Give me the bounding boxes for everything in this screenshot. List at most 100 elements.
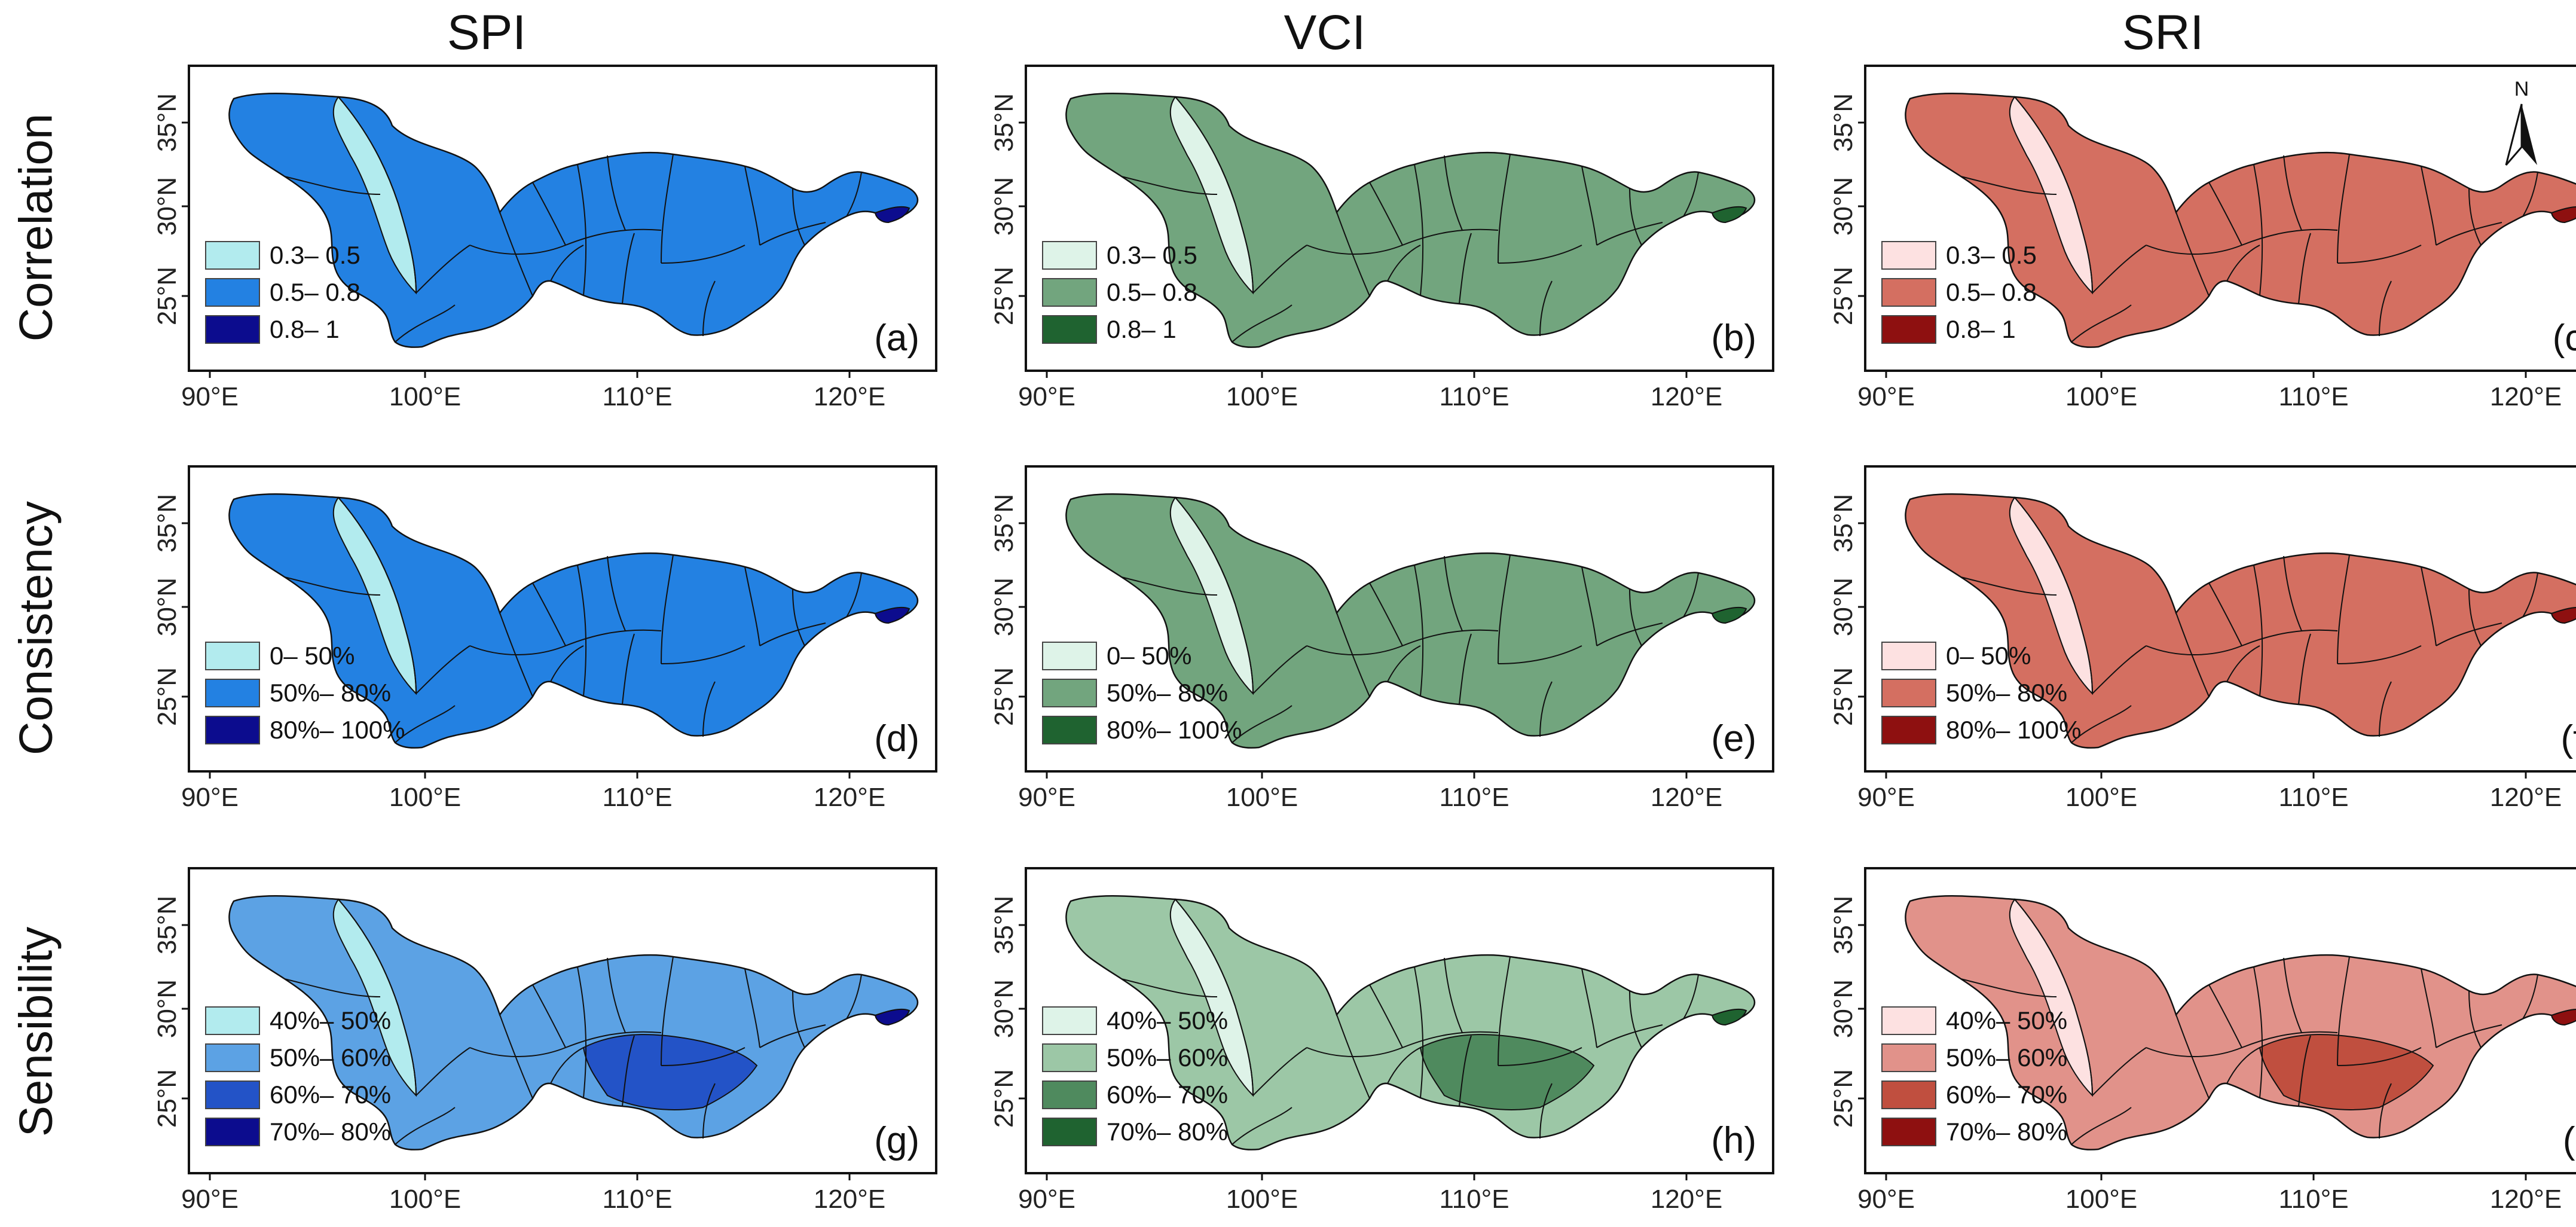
- panel-letter: (d): [874, 718, 919, 759]
- subbasin-boundary: [2468, 990, 2482, 1048]
- longitude-tick-label: 100°E: [2065, 1185, 2137, 1214]
- map-panel-b: 35°N 30°N 25°N 90°E 100°E 110°E 120°E 0.3– 0.5 0…: [960, 65, 1779, 425]
- subbasin-boundary: [2421, 166, 2437, 246]
- legend-label: 0.3– 0.5: [1946, 241, 2037, 269]
- subbasin-boundary: [792, 588, 805, 646]
- longitude-tick-label: 110°E: [602, 1185, 672, 1214]
- legend-swatch: [1881, 1118, 1936, 1146]
- subbasin-boundary: [532, 582, 566, 646]
- map-svg: 35°N 30°N 25°N 90°E 100°E 110°E 120°E 0.3– 0.5 0…: [152, 65, 937, 411]
- subbasin-boundary: [532, 182, 566, 246]
- subbasin-boundary: [2283, 957, 2302, 1033]
- latitude-tick-label: 35°N: [1829, 93, 1858, 152]
- subbasin-boundary: [846, 572, 862, 618]
- latitude-tick-label: 35°N: [152, 494, 182, 553]
- subbasin-boundary: [2379, 1083, 2392, 1139]
- subbasin-boundary: [1498, 245, 1582, 264]
- legend-label: 40%– 50%: [1946, 1006, 2067, 1034]
- subbasin-boundary: [702, 681, 716, 737]
- subbasin-boundary: [661, 245, 745, 264]
- legend-swatch: [205, 1118, 260, 1146]
- longitude-tick-label: 120°E: [2490, 1185, 2562, 1214]
- basin-region: [1905, 493, 2576, 749]
- map-panel-d: 35°N 30°N 25°N 90°E 100°E 110°E 120°E 0– 50% 50%…: [123, 465, 942, 825]
- longitude-tick-label: 90°E: [181, 1185, 239, 1214]
- legend-label: 50%– 60%: [1946, 1043, 2067, 1072]
- longitude-tick-label: 100°E: [1226, 1185, 1298, 1214]
- basin-region: [228, 493, 919, 749]
- latitude-tick-label: 30°N: [1829, 177, 1858, 236]
- subbasin-boundary: [2522, 572, 2538, 618]
- subbasin-boundary: [2379, 280, 2392, 337]
- column-title-sri: SRI: [2122, 5, 2204, 60]
- subbasin-boundary: [1369, 984, 1403, 1048]
- subbasin-boundary: [2014, 899, 2093, 1096]
- subbasin-boundary: [499, 612, 533, 697]
- subbasin-boundary: [2522, 172, 2538, 217]
- legend-label: 50%– 60%: [270, 1043, 391, 1072]
- subbasin-boundary: [744, 968, 760, 1048]
- latitude-tick-label: 35°N: [989, 494, 1019, 553]
- legend-label: 0.8– 1: [270, 315, 340, 343]
- legend-swatch: [1042, 1081, 1097, 1109]
- latitude-tick-label: 25°N: [152, 667, 182, 726]
- subbasin-boundary: [2337, 956, 2350, 1066]
- legend-swatch: [1042, 278, 1097, 307]
- subbasin-boundary: [2468, 588, 2482, 646]
- map-content: 35°N 30°N 25°N 90°E 100°E 110°E 120°E 0– 50% 50%…: [1829, 465, 2576, 812]
- subbasin-boundary: [284, 978, 381, 997]
- latitude-tick-label: 35°N: [989, 896, 1019, 954]
- subbasin-boundary: [759, 222, 826, 246]
- legend-label: 40%– 50%: [1107, 1006, 1228, 1034]
- subbasin-boundary: [2337, 1047, 2422, 1066]
- latitude-tick-label: 30°N: [152, 578, 182, 636]
- longitude-tick-label: 110°E: [2278, 382, 2348, 411]
- subbasin-boundary: [1498, 554, 1511, 664]
- subbasin-boundary: [1498, 645, 1582, 664]
- north-arrow-icon: [2522, 104, 2537, 165]
- column-title-vci: VCI: [1284, 5, 1366, 60]
- map-svg: 35°N 30°N 25°N 90°E 100°E 110°E 120°E 0– 50% 50%…: [152, 465, 937, 812]
- basin-region: [1905, 93, 2576, 348]
- subbasin-boundary: [1252, 245, 1307, 294]
- subbasin-boundary: [499, 1014, 533, 1099]
- longitude-tick-label: 120°E: [2490, 783, 2562, 812]
- legend-swatch: [205, 642, 260, 670]
- subbasin-boundary: [1121, 978, 1218, 997]
- map-svg: 35°N 30°N 25°N 90°E 100°E 110°E 120°E 40%– 50% 5…: [1829, 867, 2576, 1214]
- longitude-tick-label: 120°E: [814, 1185, 885, 1214]
- subbasin-boundary: [744, 566, 760, 646]
- subbasin-boundary: [1539, 681, 1553, 737]
- legend-swatch: [1042, 1118, 1097, 1146]
- subbasin-boundary: [1252, 1047, 1307, 1096]
- legend-label: 70%– 80%: [270, 1118, 391, 1146]
- subbasin-boundary: [792, 188, 805, 246]
- subbasin-boundary: [1581, 566, 1597, 646]
- subbasin-boundary: [338, 497, 417, 694]
- legend-label: 0– 50%: [270, 642, 355, 670]
- subbasin-boundary: [661, 956, 674, 1066]
- subbasin-boundary: [1252, 645, 1307, 694]
- longitude-tick-label: 100°E: [1226, 783, 1298, 812]
- longitude-tick-label: 100°E: [389, 1185, 461, 1214]
- map-content: 35°N 30°N 25°N 90°E 100°E 110°E 120°E 0– 50% 50%…: [989, 465, 1774, 812]
- subbasin-boundary: [1960, 576, 2057, 596]
- north-arrow-label: N: [2514, 78, 2529, 100]
- subbasin-boundary: [1369, 582, 1403, 646]
- basin-subregion: [2550, 1009, 2576, 1026]
- subbasin-boundary: [1629, 990, 1642, 1048]
- subbasin-boundary: [2226, 645, 2260, 682]
- subbasin-boundary: [792, 990, 805, 1048]
- subbasin-boundary: [550, 245, 584, 282]
- latitude-tick-label: 25°N: [989, 667, 1019, 726]
- basin-subregion: [874, 1008, 910, 1026]
- subbasin-boundary: [1336, 1014, 1370, 1099]
- legend-label: 40%– 50%: [270, 1006, 391, 1034]
- map-panel-c: 35°N 30°N 25°N 90°E 100°E 110°E 120°E 0.3– 0.5 0…: [1799, 65, 2576, 425]
- row-title-correlation: Correlation: [9, 113, 62, 342]
- subbasin-boundary: [2071, 1107, 2132, 1145]
- subbasin-boundary: [1414, 966, 1424, 1098]
- subbasin-boundary: [2298, 1035, 2311, 1107]
- latitude-tick-label: 30°N: [989, 177, 1019, 236]
- legend-swatch: [1042, 241, 1097, 270]
